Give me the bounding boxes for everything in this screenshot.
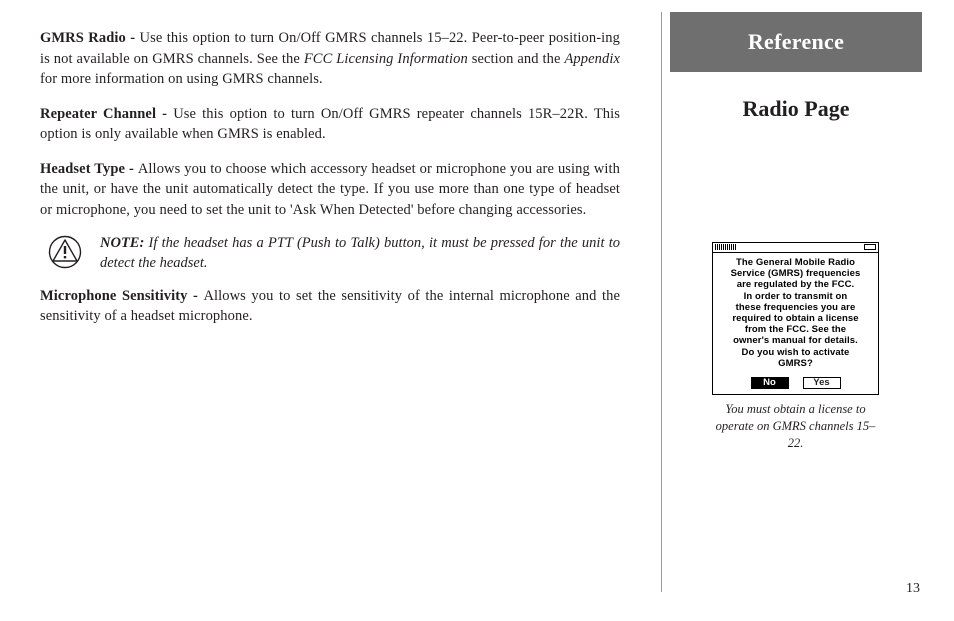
gmrs-screen: The General Mobile Radio Service (GMRS) … — [712, 242, 879, 395]
note-text: If the headset has a PTT (Push to Talk) … — [100, 235, 620, 272]
gmrs-no-button[interactable]: No — [751, 377, 789, 389]
label-headset: Headset Type - — [40, 161, 138, 177]
label-micsens: Microphone Sensitivity - — [40, 288, 203, 304]
column-divider — [661, 12, 662, 592]
sidebar: Reference Radio Page — [670, 12, 922, 122]
text-gmrs-b: section and the — [468, 51, 565, 67]
page: GMRS Radio - Use this option to turn On/… — [0, 0, 954, 621]
note-label: NOTE: — [100, 235, 144, 251]
gmrs-l8: owner's manual for details. — [733, 335, 858, 346]
sidebar-title: Radio Page — [670, 96, 922, 122]
label-gmrs-radio: GMRS Radio - — [40, 30, 140, 46]
gmrs-title-left-icon — [715, 244, 737, 250]
note-body: NOTE: If the headset has a PTT (Push to … — [100, 233, 620, 274]
gmrs-l7: from the FCC. See the — [745, 324, 846, 335]
warning-icon — [48, 235, 82, 274]
gmrs-titlebar — [713, 243, 878, 253]
text-gmrs-c: for more information on using GMRS chann… — [40, 71, 323, 87]
gmrs-l2: Service (GMRS) frequencies — [731, 268, 861, 279]
gmrs-l6: required to obtain a license — [732, 313, 858, 324]
para-repeater: Repeater Channel - Use this option to tu… — [40, 104, 620, 145]
gmrs-button-row: No Yes — [713, 375, 878, 394]
sidebar-header-text: Reference — [748, 29, 844, 55]
gmrs-l5: these frequencies you are — [736, 302, 856, 313]
gmrs-l10: GMRS? — [778, 358, 813, 369]
gmrs-l4: In order to transmit on — [744, 291, 848, 302]
para-headset: Headset Type - Allows you to choose whic… — [40, 159, 620, 221]
sidebar-header: Reference — [670, 12, 922, 72]
note-block: NOTE: If the headset has a PTT (Push to … — [40, 233, 620, 274]
para-gmrs-radio: GMRS Radio - Use this option to turn On/… — [40, 28, 620, 90]
para-micsens: Microphone Sensitivity - Allows you to s… — [40, 286, 620, 327]
gmrs-title-right-icon — [864, 244, 876, 250]
label-repeater: Repeater Channel - — [40, 106, 173, 122]
gmrs-l3: are regulated by the FCC. — [737, 279, 855, 290]
ital-appendix: Appendix — [564, 51, 620, 67]
gmrs-dialog-text: The General Mobile Radio Service (GMRS) … — [713, 253, 878, 375]
main-column: GMRS Radio - Use this option to turn On/… — [40, 28, 620, 341]
gmrs-yes-button[interactable]: Yes — [803, 377, 841, 389]
gmrs-caption: You must obtain a license to operate on … — [712, 401, 879, 452]
gmrs-figure: The General Mobile Radio Service (GMRS) … — [712, 242, 879, 452]
ital-fcc: FCC Licensing Information — [304, 51, 468, 67]
gmrs-l1: The General Mobile Radio — [736, 257, 855, 268]
page-number: 13 — [906, 581, 920, 597]
gmrs-l9: Do you wish to activate — [742, 347, 850, 358]
